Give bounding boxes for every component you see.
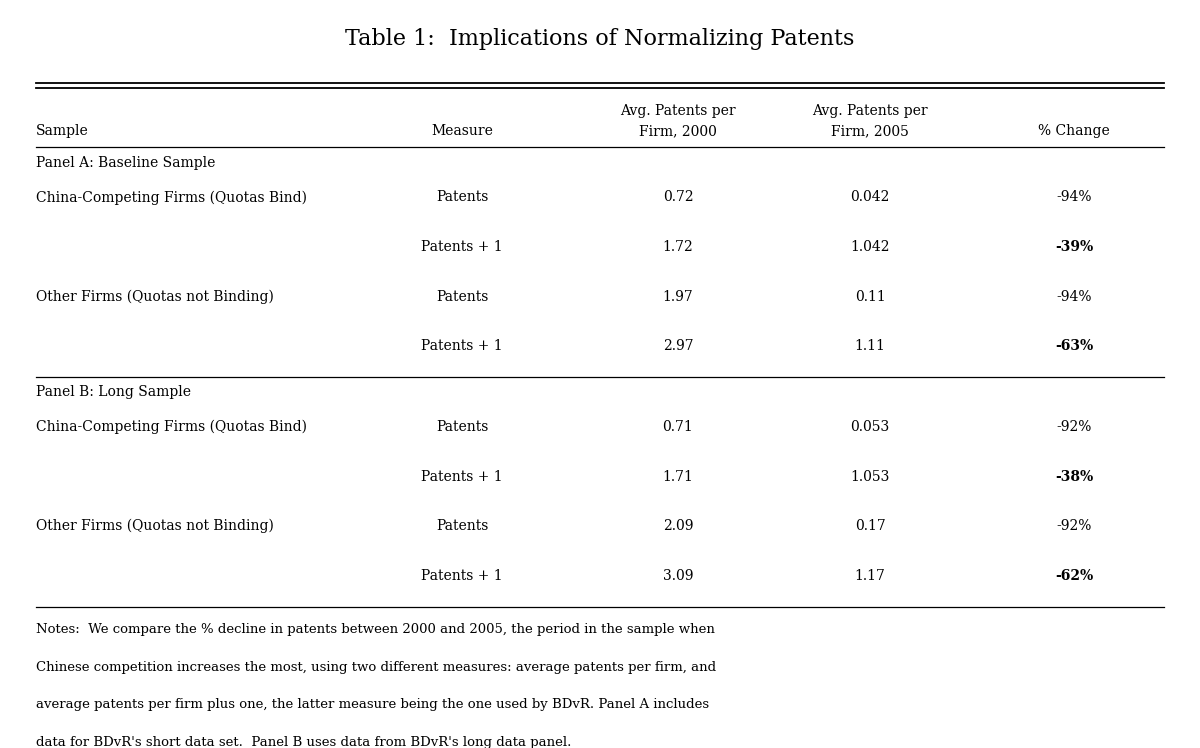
- Text: 1.042: 1.042: [851, 240, 889, 254]
- Text: Sample: Sample: [36, 124, 89, 138]
- Text: -94%: -94%: [1056, 190, 1092, 204]
- Text: 0.71: 0.71: [662, 420, 694, 434]
- Text: 0.17: 0.17: [854, 519, 886, 533]
- Text: -92%: -92%: [1056, 420, 1092, 434]
- Text: Firm, 2000: Firm, 2000: [640, 124, 716, 138]
- Text: 2.97: 2.97: [662, 339, 694, 353]
- Text: Panel B: Long Sample: Panel B: Long Sample: [36, 385, 191, 399]
- Text: Avg. Patents per: Avg. Patents per: [620, 104, 736, 118]
- Text: -39%: -39%: [1055, 240, 1093, 254]
- Text: Other Firms (Quotas not Binding): Other Firms (Quotas not Binding): [36, 519, 274, 533]
- Text: China-Competing Firms (Quotas Bind): China-Competing Firms (Quotas Bind): [36, 190, 307, 204]
- Text: 0.72: 0.72: [662, 190, 694, 204]
- Text: 1.71: 1.71: [662, 470, 694, 483]
- Text: 1.11: 1.11: [854, 339, 886, 353]
- Text: Patents: Patents: [436, 420, 488, 434]
- Text: Notes:  We compare the % decline in patents between 2000 and 2005, the period in: Notes: We compare the % decline in paten…: [36, 622, 715, 636]
- Text: -94%: -94%: [1056, 289, 1092, 304]
- Text: 1.97: 1.97: [662, 289, 694, 304]
- Text: Patents: Patents: [436, 190, 488, 204]
- Text: Measure: Measure: [431, 124, 493, 138]
- Text: Panel A: Baseline Sample: Panel A: Baseline Sample: [36, 156, 215, 170]
- Text: 2.09: 2.09: [662, 519, 694, 533]
- Text: -92%: -92%: [1056, 519, 1092, 533]
- Text: Patents + 1: Patents + 1: [421, 470, 503, 483]
- Text: China-Competing Firms (Quotas Bind): China-Competing Firms (Quotas Bind): [36, 420, 307, 434]
- Text: 0.11: 0.11: [854, 289, 886, 304]
- Text: -63%: -63%: [1055, 339, 1093, 353]
- Text: % Change: % Change: [1038, 124, 1110, 138]
- Text: 1.053: 1.053: [851, 470, 889, 483]
- Text: data for BDvR's short data set.  Panel B uses data from BDvR's long data panel.: data for BDvR's short data set. Panel B …: [36, 737, 571, 748]
- Text: 0.042: 0.042: [851, 190, 889, 204]
- Text: Patents + 1: Patents + 1: [421, 240, 503, 254]
- Text: 1.72: 1.72: [662, 240, 694, 254]
- Text: Other Firms (Quotas not Binding): Other Firms (Quotas not Binding): [36, 289, 274, 304]
- Text: Table 1:  Implications of Normalizing Patents: Table 1: Implications of Normalizing Pat…: [346, 28, 854, 49]
- Text: Patents: Patents: [436, 519, 488, 533]
- Text: -62%: -62%: [1055, 568, 1093, 583]
- Text: Patents: Patents: [436, 289, 488, 304]
- Text: -38%: -38%: [1055, 470, 1093, 483]
- Text: 3.09: 3.09: [662, 568, 694, 583]
- Text: Patents + 1: Patents + 1: [421, 568, 503, 583]
- Text: Chinese competition increases the most, using two different measures: average pa: Chinese competition increases the most, …: [36, 660, 716, 673]
- Text: Avg. Patents per: Avg. Patents per: [812, 104, 928, 118]
- Text: Patents + 1: Patents + 1: [421, 339, 503, 353]
- Text: 0.053: 0.053: [851, 420, 889, 434]
- Text: 1.17: 1.17: [854, 568, 886, 583]
- Text: average patents per firm plus one, the latter measure being the one used by BDvR: average patents per firm plus one, the l…: [36, 699, 709, 711]
- Text: Firm, 2005: Firm, 2005: [832, 124, 908, 138]
